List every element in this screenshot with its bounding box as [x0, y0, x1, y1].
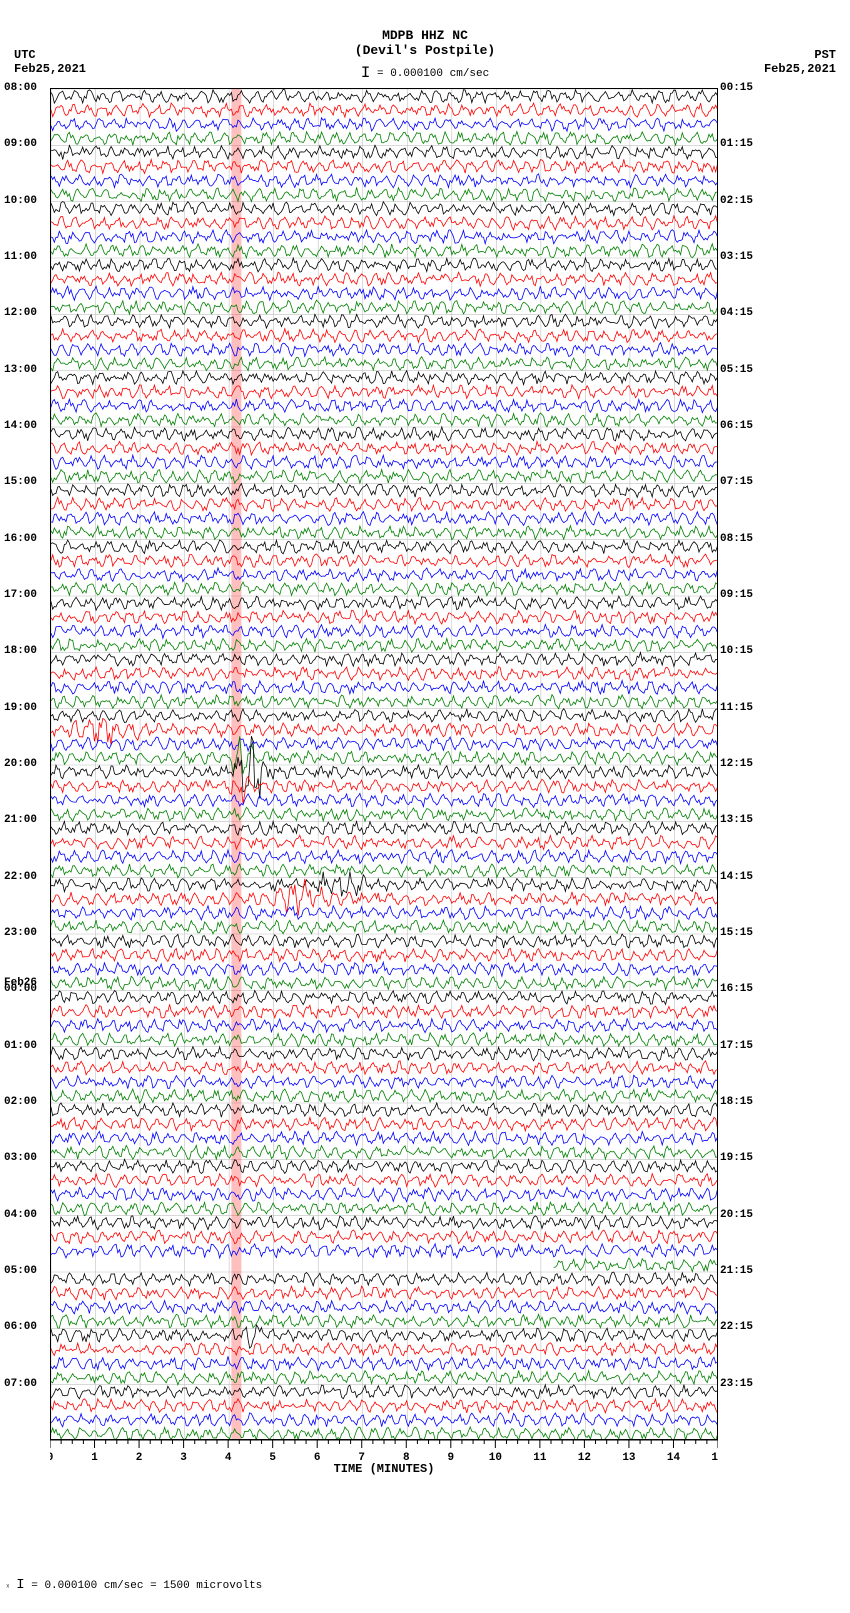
right-time-label: 21:15	[720, 1265, 753, 1277]
svg-text:6: 6	[314, 1452, 321, 1462]
svg-text:3: 3	[180, 1452, 187, 1462]
left-time-label: 09:00	[4, 138, 37, 150]
right-time-label: 01:15	[720, 138, 753, 150]
station-subtitle: (Devil's Postpile)	[0, 43, 850, 58]
right-time-label: 12:15	[720, 758, 753, 770]
left-time-label: 23:00	[4, 927, 37, 939]
svg-text:1: 1	[91, 1452, 98, 1462]
scale-text: = 0.000100 cm/sec	[377, 68, 489, 80]
svg-text:12: 12	[578, 1452, 591, 1462]
seismogram-plot	[50, 88, 718, 1440]
footer-scale: ☓ I = 0.000100 cm/sec = 1500 microvolts	[6, 1577, 262, 1593]
station-title: MDPB HHZ NC	[0, 28, 850, 43]
scale-bar-icon: I	[361, 64, 371, 82]
right-time-label: 00:15	[720, 82, 753, 94]
left-time-label: 16:00	[4, 533, 37, 545]
right-time-label: 15:15	[720, 927, 753, 939]
left-time-label: 07:00	[4, 1378, 37, 1390]
right-time-label: 14:15	[720, 871, 753, 883]
right-time-label: 22:15	[720, 1321, 753, 1333]
right-time-label: 17:15	[720, 1040, 753, 1052]
right-time-label: 11:15	[720, 702, 753, 714]
footer-bar-icon: I	[16, 1577, 24, 1593]
x-axis-ticks: 0123456789101112131415	[50, 1440, 718, 1462]
left-time-label: 15:00	[4, 476, 37, 488]
right-time-label: 05:15	[720, 364, 753, 376]
left-time-label: 13:00	[4, 364, 37, 376]
x-axis-label: TIME (MINUTES)	[50, 1462, 718, 1476]
left-time-label: 18:00	[4, 645, 37, 657]
right-time-label: 19:15	[720, 1152, 753, 1164]
right-time-label: 09:15	[720, 589, 753, 601]
svg-text:14: 14	[667, 1452, 681, 1462]
svg-text:9: 9	[447, 1452, 454, 1462]
svg-text:11: 11	[533, 1452, 547, 1462]
right-tz-label: PST	[764, 48, 836, 62]
left-time-label: 05:00	[4, 1265, 37, 1277]
left-time-label: 11:00	[4, 251, 37, 263]
chart-header: MDPB HHZ NC (Devil's Postpile) I = 0.000…	[0, 28, 850, 82]
left-time-label: 08:00	[4, 82, 37, 94]
right-time-label: 18:15	[720, 1096, 753, 1108]
right-timezone-header: PST Feb25,2021	[764, 48, 836, 76]
left-time-label: 02:00	[4, 1096, 37, 1108]
scale-note: I = 0.000100 cm/sec	[0, 64, 850, 82]
right-time-label: 06:15	[720, 420, 753, 432]
right-time-label: 02:15	[720, 195, 753, 207]
right-time-label: 16:15	[720, 983, 753, 995]
left-time-label: 01:00	[4, 1040, 37, 1052]
left-time-label: 06:00	[4, 1321, 37, 1333]
left-time-label: 12:00	[4, 307, 37, 319]
svg-text:15: 15	[711, 1452, 718, 1462]
left-time-label: 19:00	[4, 702, 37, 714]
right-time-label: 23:15	[720, 1378, 753, 1390]
svg-text:10: 10	[489, 1452, 502, 1462]
svg-text:2: 2	[136, 1452, 143, 1462]
seismogram-svg	[51, 89, 718, 1440]
svg-text:8: 8	[403, 1452, 410, 1462]
svg-text:7: 7	[358, 1452, 365, 1462]
left-time-label: 04:00	[4, 1209, 37, 1221]
left-time-label: 10:00	[4, 195, 37, 207]
left-time-label: 20:00	[4, 758, 37, 770]
svg-text:5: 5	[269, 1452, 276, 1462]
footer-text: = 0.000100 cm/sec = 1500 microvolts	[31, 1580, 262, 1592]
right-time-label: 07:15	[720, 476, 753, 488]
left-time-label: 21:00	[4, 814, 37, 826]
left-time-label: 17:00	[4, 589, 37, 601]
right-time-label: 08:15	[720, 533, 753, 545]
right-time-label: 03:15	[720, 251, 753, 263]
right-tz-date: Feb25,2021	[764, 62, 836, 76]
right-time-label: 20:15	[720, 1209, 753, 1221]
left-time-label: 22:00	[4, 871, 37, 883]
right-time-label: 04:15	[720, 307, 753, 319]
left-time-label: 14:00	[4, 420, 37, 432]
right-time-label: 10:15	[720, 645, 753, 657]
svg-text:13: 13	[622, 1452, 636, 1462]
svg-text:4: 4	[225, 1452, 232, 1462]
right-time-label: 13:15	[720, 814, 753, 826]
seismogram-container: UTC Feb25,2021 MDPB HHZ NC (Devil's Post…	[0, 0, 850, 1613]
svg-text:0: 0	[50, 1452, 53, 1462]
left-time-label: 03:00	[4, 1152, 37, 1164]
footer-glyph: ☓	[6, 1583, 10, 1590]
x-axis: 0123456789101112131415 TIME (MINUTES)	[50, 1440, 718, 1462]
left-time-label: 00:00	[4, 983, 37, 995]
